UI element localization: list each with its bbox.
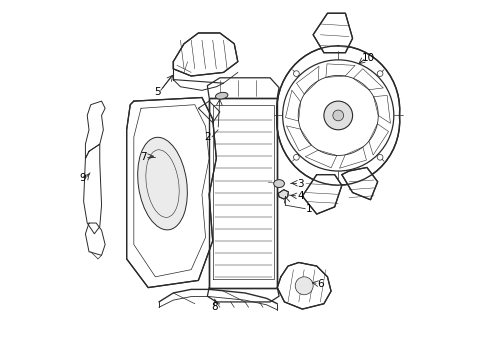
Ellipse shape [274, 180, 285, 188]
Polygon shape [342, 167, 378, 200]
Circle shape [377, 71, 383, 76]
Polygon shape [373, 95, 391, 123]
Text: 4: 4 [297, 191, 304, 201]
Text: 8: 8 [211, 302, 218, 312]
Text: 5: 5 [154, 87, 160, 97]
Circle shape [294, 71, 299, 76]
Polygon shape [313, 13, 353, 53]
Text: 6: 6 [317, 279, 323, 289]
Polygon shape [126, 98, 216, 288]
Polygon shape [369, 124, 389, 155]
Circle shape [298, 76, 378, 156]
Ellipse shape [216, 93, 228, 99]
Text: 3: 3 [297, 179, 304, 189]
Polygon shape [305, 150, 337, 168]
Circle shape [333, 110, 343, 121]
Text: 10: 10 [362, 53, 375, 63]
Circle shape [294, 154, 299, 160]
Polygon shape [173, 33, 238, 76]
Polygon shape [277, 46, 400, 185]
Polygon shape [278, 190, 289, 199]
Circle shape [295, 277, 313, 295]
Circle shape [283, 60, 394, 171]
Polygon shape [302, 175, 342, 214]
Polygon shape [326, 64, 355, 77]
Polygon shape [296, 66, 319, 94]
Polygon shape [209, 98, 277, 288]
Text: 2: 2 [204, 132, 211, 142]
Ellipse shape [138, 137, 187, 230]
Polygon shape [353, 69, 383, 90]
Polygon shape [340, 147, 367, 168]
Text: 1: 1 [306, 204, 313, 214]
Circle shape [324, 101, 353, 130]
Polygon shape [286, 90, 301, 121]
Circle shape [377, 154, 383, 160]
Polygon shape [287, 126, 312, 151]
Polygon shape [277, 262, 331, 309]
Text: 9: 9 [79, 173, 86, 183]
Text: 7: 7 [141, 152, 147, 162]
